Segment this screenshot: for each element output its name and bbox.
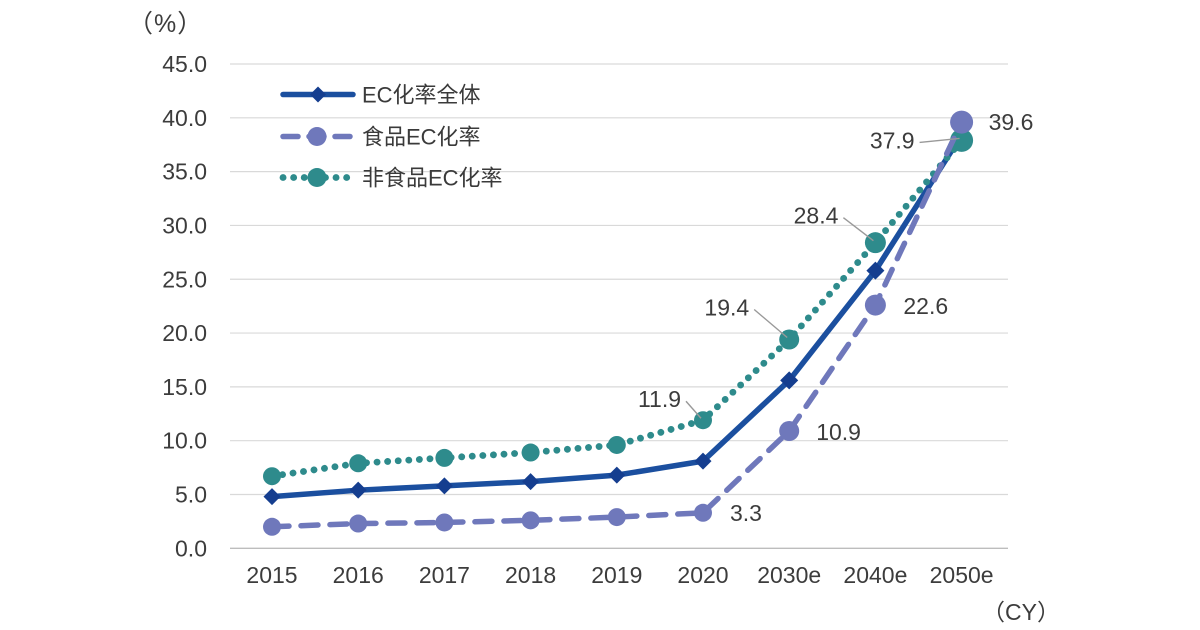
series-marker-food [435, 513, 454, 532]
data-label-nonfood-2020: 11.9 [638, 386, 681, 412]
series-line-food [269, 119, 965, 530]
legend-marker-total [310, 86, 326, 103]
x-tick-label: 2030e [757, 562, 821, 588]
x-tick-label: 2050e [930, 562, 994, 588]
legend-label-nonfood: 非食品EC化率 [362, 166, 503, 191]
legend-label-food: 食品EC化率 [362, 125, 481, 150]
x-tick-label: 2018 [505, 562, 556, 588]
series-marker-nonfood [950, 128, 974, 152]
y-tick-label: 5.0 [175, 481, 207, 507]
x-tick-label: 2017 [419, 562, 470, 588]
y-tick-label: 0.0 [175, 535, 207, 561]
series-marker-food [521, 511, 540, 530]
legend-item-total: EC化率全体 [280, 83, 481, 108]
data-label-food-2050e: 39.6 [989, 109, 1034, 135]
y-tick-label: 40.0 [162, 105, 207, 131]
y-tick-label: 15.0 [162, 374, 207, 400]
series-marker-food [263, 517, 281, 536]
data-label-nonfood-2050e: 37.9 [870, 127, 915, 153]
y-tick-label: 25.0 [162, 266, 207, 292]
series-marker-food [950, 110, 974, 134]
y-tick-label: 20.0 [162, 320, 207, 346]
y-tick-label: 35.0 [162, 159, 207, 185]
legend-marker-nonfood [307, 168, 327, 187]
series-marker-nonfood [864, 232, 886, 254]
x-tick-label: 2040e [843, 562, 907, 588]
data-label-nonfood-2030e: 19.4 [704, 295, 749, 321]
y-tick-label: 30.0 [162, 212, 207, 238]
series-marker-total [522, 473, 540, 491]
legend-item-food: 食品EC化率 [280, 125, 481, 150]
x-tick-label: 2016 [333, 562, 384, 588]
y-tick-label: 45.0 [162, 51, 207, 77]
series-marker-total [349, 481, 367, 499]
series-marker-food [779, 420, 800, 441]
series-marker-total [780, 371, 799, 390]
series-marker-total [694, 452, 712, 470]
data-label-nonfood-2040e: 28.4 [794, 203, 839, 229]
data-label-food-2030e: 10.9 [816, 419, 861, 445]
series-marker-nonfood [263, 467, 281, 486]
data-label-food-2020: 3.3 [730, 500, 762, 526]
series-marker-nonfood [349, 454, 368, 473]
series-marker-nonfood [435, 448, 454, 467]
series-marker-nonfood [607, 435, 626, 454]
data-label-food-2040e: 22.6 [903, 293, 948, 319]
leader-line [753, 308, 788, 339]
legend-item-nonfood: 非食品EC化率 [279, 166, 503, 191]
x-tick-label: 2020 [677, 562, 728, 588]
x-tick-label: 2015 [246, 562, 297, 588]
series-marker-food [349, 514, 368, 533]
x-tick-label: 2019 [591, 562, 642, 588]
y-axis-unit-label: （%） [128, 10, 204, 38]
leader-line [842, 217, 874, 242]
series-marker-total [608, 466, 626, 484]
x-axis-unit-label: （CY） [982, 599, 1060, 625]
legend-label-total: EC化率全体 [362, 83, 481, 108]
series-marker-total [435, 477, 453, 495]
series-marker-nonfood [521, 443, 540, 462]
y-tick-label: 10.0 [162, 428, 207, 454]
leader-line [919, 137, 960, 144]
series-marker-total [263, 488, 281, 506]
series-marker-total [866, 261, 885, 280]
legend-marker-food [307, 127, 327, 146]
series-marker-food [864, 294, 886, 316]
leader-line [685, 400, 702, 419]
series-marker-food [607, 508, 626, 527]
series-marker-food [694, 503, 712, 522]
